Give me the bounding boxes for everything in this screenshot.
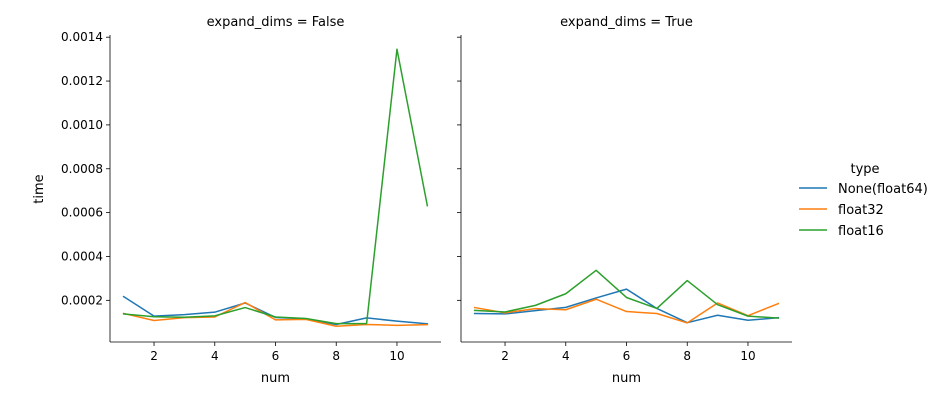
y-tick-label: 0.0014 xyxy=(61,30,103,44)
legend-title: type xyxy=(850,162,879,177)
y-tick-label: 0.0010 xyxy=(61,118,103,132)
x-tick-label: 2 xyxy=(501,349,509,363)
panel-1: expand_dims = False 2 4 6 8 10 0.0002 0.0004 0.0… xyxy=(61,15,441,386)
panel-2: expand_dims = True 2 4 6 8 10 num xyxy=(457,15,792,386)
x-tick-label: 4 xyxy=(562,349,570,363)
panel-title: expand_dims = True xyxy=(560,15,693,30)
y-tick-label: 0.0004 xyxy=(61,249,103,263)
legend: type None(float64) float32 float16 xyxy=(799,162,928,239)
y-tick-label: 0.0012 xyxy=(61,74,103,88)
y-tick-label: 0.0006 xyxy=(61,206,103,220)
series-line-float16 xyxy=(473,269,780,319)
x-axis-label: num xyxy=(612,371,641,386)
x-tick-label: 10 xyxy=(389,349,404,363)
x-tick-label: 8 xyxy=(332,349,340,363)
series-line-float32 xyxy=(122,301,429,327)
x-axis-label: num xyxy=(261,371,290,386)
x-tick-label: 2 xyxy=(150,349,158,363)
legend-label: float32 xyxy=(838,203,884,218)
series-line-none-float64- xyxy=(473,288,780,324)
series-line-float32 xyxy=(473,298,780,324)
legend-label: float16 xyxy=(838,224,884,239)
x-tick-label: 10 xyxy=(740,349,755,363)
y-tick-label: 0.0002 xyxy=(61,293,103,307)
y-tick-label: 0.0008 xyxy=(61,162,103,176)
x-tick-label: 6 xyxy=(272,349,280,363)
x-tick-label: 6 xyxy=(623,349,631,363)
legend-label: None(float64) xyxy=(838,182,928,197)
panel-title: expand_dims = False xyxy=(207,15,345,30)
y-axis-label: time xyxy=(32,174,47,203)
series-line-float16 xyxy=(122,48,429,325)
x-tick-label: 8 xyxy=(683,349,691,363)
x-tick-label: 4 xyxy=(211,349,219,363)
